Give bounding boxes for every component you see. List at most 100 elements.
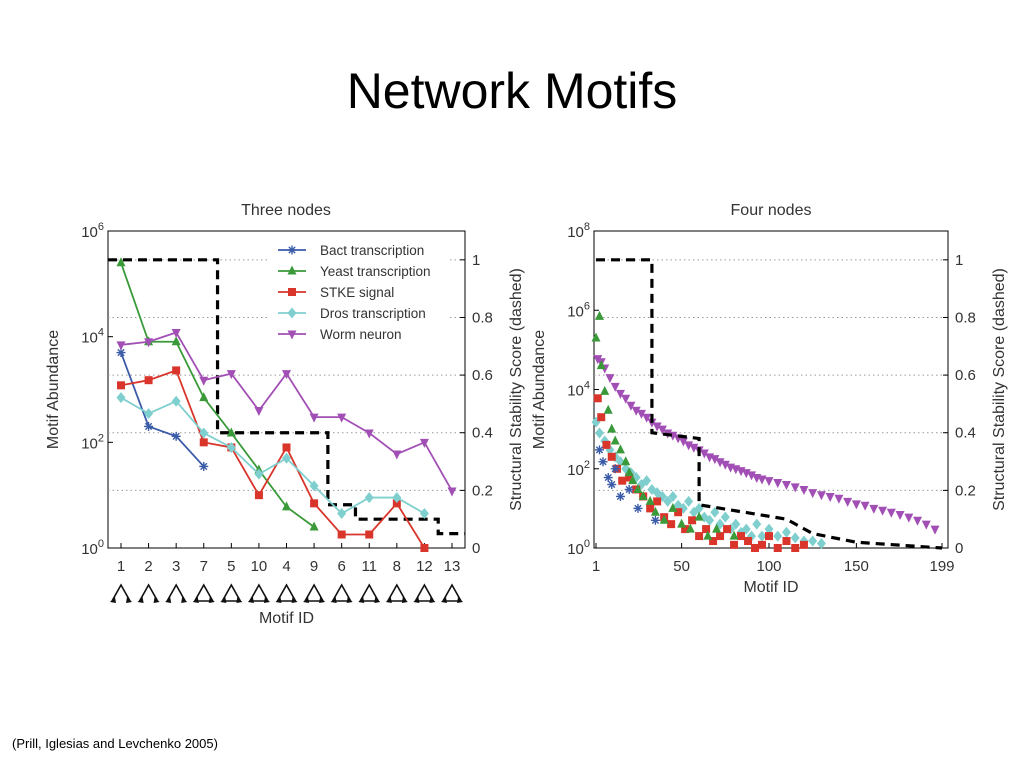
data-point — [647, 418, 657, 428]
y2-tick-label: 0 — [955, 540, 963, 557]
y-tick-label: 100 — [567, 538, 590, 558]
y-tick-label: 108 — [567, 221, 590, 241]
data-point — [144, 408, 154, 420]
data-point — [685, 523, 695, 533]
data-point — [773, 478, 783, 488]
motif-glyph-icon — [441, 583, 463, 603]
y-axis-label: Motif Abundance — [45, 330, 62, 449]
x-tick-label: 10 — [251, 558, 268, 575]
data-point — [781, 481, 791, 491]
data-point — [851, 500, 861, 510]
data-point — [602, 440, 611, 449]
data-point — [618, 476, 627, 485]
data-point — [615, 491, 625, 501]
data-point — [419, 507, 429, 519]
x-tick-label: 9 — [310, 558, 318, 575]
y2-tick-label: 0.8 — [472, 309, 493, 326]
data-point — [626, 401, 636, 411]
data-point — [791, 544, 800, 552]
data-point — [758, 540, 767, 549]
data-point — [392, 450, 402, 460]
legend-entry: Worm neuron — [320, 327, 402, 342]
legend-marker — [287, 307, 297, 319]
y2-tick-label: 0.8 — [955, 309, 976, 326]
data-point — [653, 497, 662, 506]
data-point — [773, 530, 783, 542]
data-point — [638, 490, 648, 500]
legend-entry: STKE signal — [320, 285, 394, 300]
motif-glyph-icon — [303, 583, 326, 603]
data-point — [694, 511, 704, 521]
y2-tick-label: 0.2 — [955, 482, 976, 499]
data-point — [337, 530, 346, 539]
x-tick-label: 199 — [929, 558, 954, 575]
data-point — [668, 502, 678, 512]
data-point — [808, 489, 818, 499]
data-point — [309, 413, 319, 423]
series-line — [120, 396, 425, 515]
x-tick-label: 6 — [337, 558, 345, 575]
data-point — [646, 504, 655, 513]
data-point — [419, 438, 429, 448]
series-line — [120, 369, 426, 549]
data-point — [337, 507, 347, 519]
data-point — [689, 443, 699, 453]
legend-marker — [288, 288, 296, 296]
data-point — [757, 530, 767, 542]
series-line — [120, 352, 205, 468]
data-point — [689, 506, 699, 518]
x-tick-label: 7 — [200, 558, 208, 575]
legend-marker — [287, 245, 297, 255]
data-point — [171, 336, 181, 346]
data-point — [605, 374, 615, 384]
data-point — [171, 395, 181, 407]
legend-entry: Bact transcription — [320, 243, 424, 258]
x-tick-label: 11 — [361, 558, 377, 575]
data-point — [695, 532, 704, 541]
data-point — [621, 394, 631, 404]
data-point — [594, 445, 604, 455]
data-point — [610, 382, 620, 392]
data-point — [607, 480, 617, 490]
data-point — [702, 525, 711, 534]
data-point — [337, 413, 347, 423]
data-point — [895, 511, 905, 521]
series-line — [120, 331, 453, 492]
x-tick-label: 8 — [393, 558, 401, 575]
data-point — [663, 495, 673, 507]
data-point — [593, 394, 602, 403]
data-point — [921, 520, 931, 530]
motif-glyph-icon — [220, 583, 243, 603]
series-line — [120, 262, 315, 528]
data-point — [364, 492, 374, 504]
data-point — [310, 499, 319, 508]
data-point — [116, 341, 126, 351]
data-point — [765, 532, 773, 541]
chart-title-four-nodes: Four nodes — [731, 202, 812, 219]
data-point — [254, 468, 264, 480]
y2-tick-label: 0 — [472, 540, 480, 557]
data-point — [737, 532, 746, 541]
data-point — [782, 537, 791, 546]
data-point — [199, 392, 209, 402]
data-point — [199, 427, 209, 439]
data-point — [624, 467, 634, 477]
data-point — [254, 491, 263, 500]
data-point — [741, 469, 751, 479]
data-point — [144, 421, 154, 431]
motif-glyph-icon — [358, 583, 381, 603]
data-point — [144, 338, 154, 348]
data-point — [610, 435, 620, 445]
data-point — [171, 431, 181, 441]
x-axis-label: Motif ID — [743, 579, 798, 596]
data-point — [596, 360, 606, 370]
data-point — [681, 525, 690, 534]
data-point — [607, 423, 617, 433]
data-point — [625, 473, 634, 482]
motif-glyph-icon — [275, 583, 298, 603]
x-tick-label: 1 — [592, 558, 600, 575]
citation: (Prill, Iglesias and Levchenko 2005) — [12, 736, 218, 751]
motif-glyph-icon — [192, 583, 215, 603]
data-point — [631, 406, 641, 416]
